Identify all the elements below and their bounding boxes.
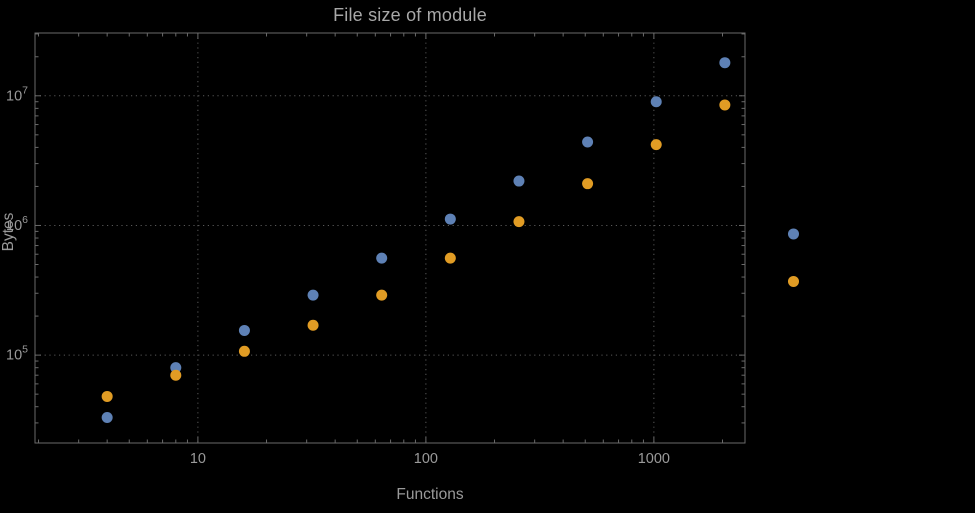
x-tick-label: 100 bbox=[414, 451, 438, 467]
data-point bbox=[238, 324, 250, 336]
data-point bbox=[376, 289, 388, 301]
x-axis-label: Functions bbox=[396, 486, 464, 503]
data-point bbox=[787, 275, 799, 287]
data-point bbox=[513, 175, 525, 187]
x-tick-label: 10 bbox=[190, 451, 206, 467]
data-point bbox=[307, 319, 319, 331]
data-point bbox=[787, 228, 799, 240]
data-point bbox=[444, 252, 456, 264]
y-tick-label: 106 bbox=[6, 214, 28, 234]
data-point bbox=[719, 99, 731, 111]
data-point bbox=[444, 213, 456, 225]
tick-labels: 10 100 1000 105 106 107 bbox=[6, 84, 670, 467]
x-tick-label: 1000 bbox=[638, 451, 670, 467]
plot-frame bbox=[34, 32, 746, 444]
data-point bbox=[376, 252, 388, 264]
data-point bbox=[101, 412, 113, 424]
data-point bbox=[650, 96, 662, 108]
data-point bbox=[170, 369, 182, 381]
chart-title: File size of module bbox=[333, 5, 487, 25]
data-point bbox=[307, 289, 319, 301]
data-point bbox=[582, 136, 594, 148]
data-point bbox=[719, 57, 731, 69]
axis-ticks bbox=[35, 33, 745, 443]
data-points-series-2-orange bbox=[101, 99, 799, 402]
data-point bbox=[238, 345, 250, 357]
grid-lines bbox=[35, 33, 745, 443]
y-axis-label: Bytes bbox=[0, 212, 17, 252]
y-tick-label: 107 bbox=[6, 84, 28, 104]
y-tick-label: 105 bbox=[6, 344, 28, 364]
data-point bbox=[582, 178, 594, 190]
data-point bbox=[513, 216, 525, 228]
data-point bbox=[101, 390, 113, 402]
data-point bbox=[650, 139, 662, 151]
data-point bbox=[170, 362, 182, 374]
data-points-series-1-blue bbox=[101, 57, 799, 424]
